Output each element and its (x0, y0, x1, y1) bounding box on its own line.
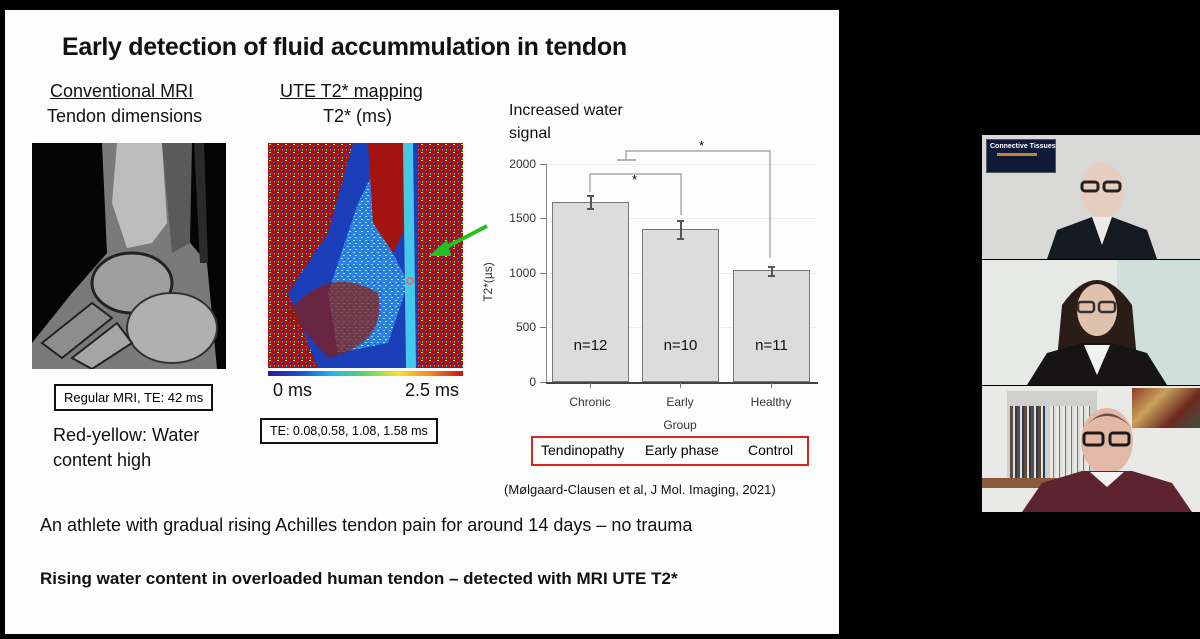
participant-video-1[interactable]: Connective Tissues (982, 135, 1200, 259)
y-tick-1000: 1000 (509, 266, 536, 280)
y-tick-0: 0 (529, 375, 536, 389)
case-description: An athlete with gradual rising Achilles … (40, 515, 693, 535)
group-label-box: Tendinopathy Early phase Control (531, 436, 809, 466)
participant-video-3[interactable] (982, 386, 1200, 512)
colorbar-min-label: 0 ms (273, 380, 313, 400)
green-arrow-icon (429, 224, 488, 256)
participant-2-figure (1027, 280, 1167, 385)
participant-3-figure (1022, 408, 1192, 512)
bar-early-n: n=10 (663, 337, 698, 354)
t2-bar-chart: T2*(µs) 2000 1500 1000 500 0 n=12 n=10 n… (470, 138, 830, 450)
significance-star-2: * (699, 138, 705, 153)
tendon-dimensions-label: Tendon dimensions (47, 106, 203, 126)
ute-t2-heading: UTE T2* mapping (280, 81, 423, 101)
bar-chronic: n=12 (552, 202, 629, 382)
x-label-early: Early (666, 395, 694, 409)
group-label-tendinopathy: Tendinopathy (541, 442, 625, 458)
conventional-mri-heading: Conventional MRI (50, 81, 194, 101)
bar-healthy-n: n=11 (755, 337, 788, 354)
te-values-caption: TE: 0.08,0.58, 1.08, 1.58 ms (260, 418, 438, 444)
group-label-control: Control (748, 442, 794, 458)
y-tick-1500: 1500 (509, 211, 536, 225)
citation: (Mølgaard-Clausen et al, J Mol. Imaging,… (504, 482, 776, 497)
x-axis-title: Group (663, 418, 697, 432)
chart-annotation-line1: Increased water (509, 102, 623, 119)
t2-ms-label: T2* (ms) (323, 106, 392, 126)
conclusion-text: Rising water content in overloaded human… (40, 569, 678, 588)
group-label-early-phase: Early phase (645, 442, 719, 458)
y-tick-2000: 2000 (509, 157, 536, 171)
logo-text: Connective Tissues (990, 143, 1056, 150)
connective-tissues-logo: Connective Tissues (986, 139, 1056, 173)
presentation-slide: Early detection of fluid accummulation i… (5, 10, 839, 634)
bar-early: n=10 (642, 229, 719, 382)
slide-title: Early detection of fluid accummulation i… (62, 33, 627, 61)
water-note-line1: Red-yellow: Water (53, 425, 200, 445)
water-note-line2: content high (53, 450, 152, 470)
significance-star-1: * (632, 172, 638, 187)
x-label-chronic: Chronic (569, 395, 611, 409)
participant-1-figure (1047, 162, 1157, 259)
x-label-healthy: Healthy (750, 395, 792, 409)
significance-brackets (589, 150, 771, 258)
t2-colorbar (268, 371, 463, 376)
bar-chronic-n: n=12 (573, 337, 608, 354)
bar-healthy: n=11 (733, 270, 810, 382)
conventional-mri-image (32, 143, 226, 369)
chart-annotation-line2: signal (509, 125, 551, 142)
regular-mri-caption: Regular MRI, TE: 42 ms (54, 384, 214, 411)
colorbar-max-label: 2.5 ms (405, 380, 460, 400)
participant-video-2[interactable] (982, 260, 1200, 385)
y-tick-500: 500 (515, 320, 536, 334)
